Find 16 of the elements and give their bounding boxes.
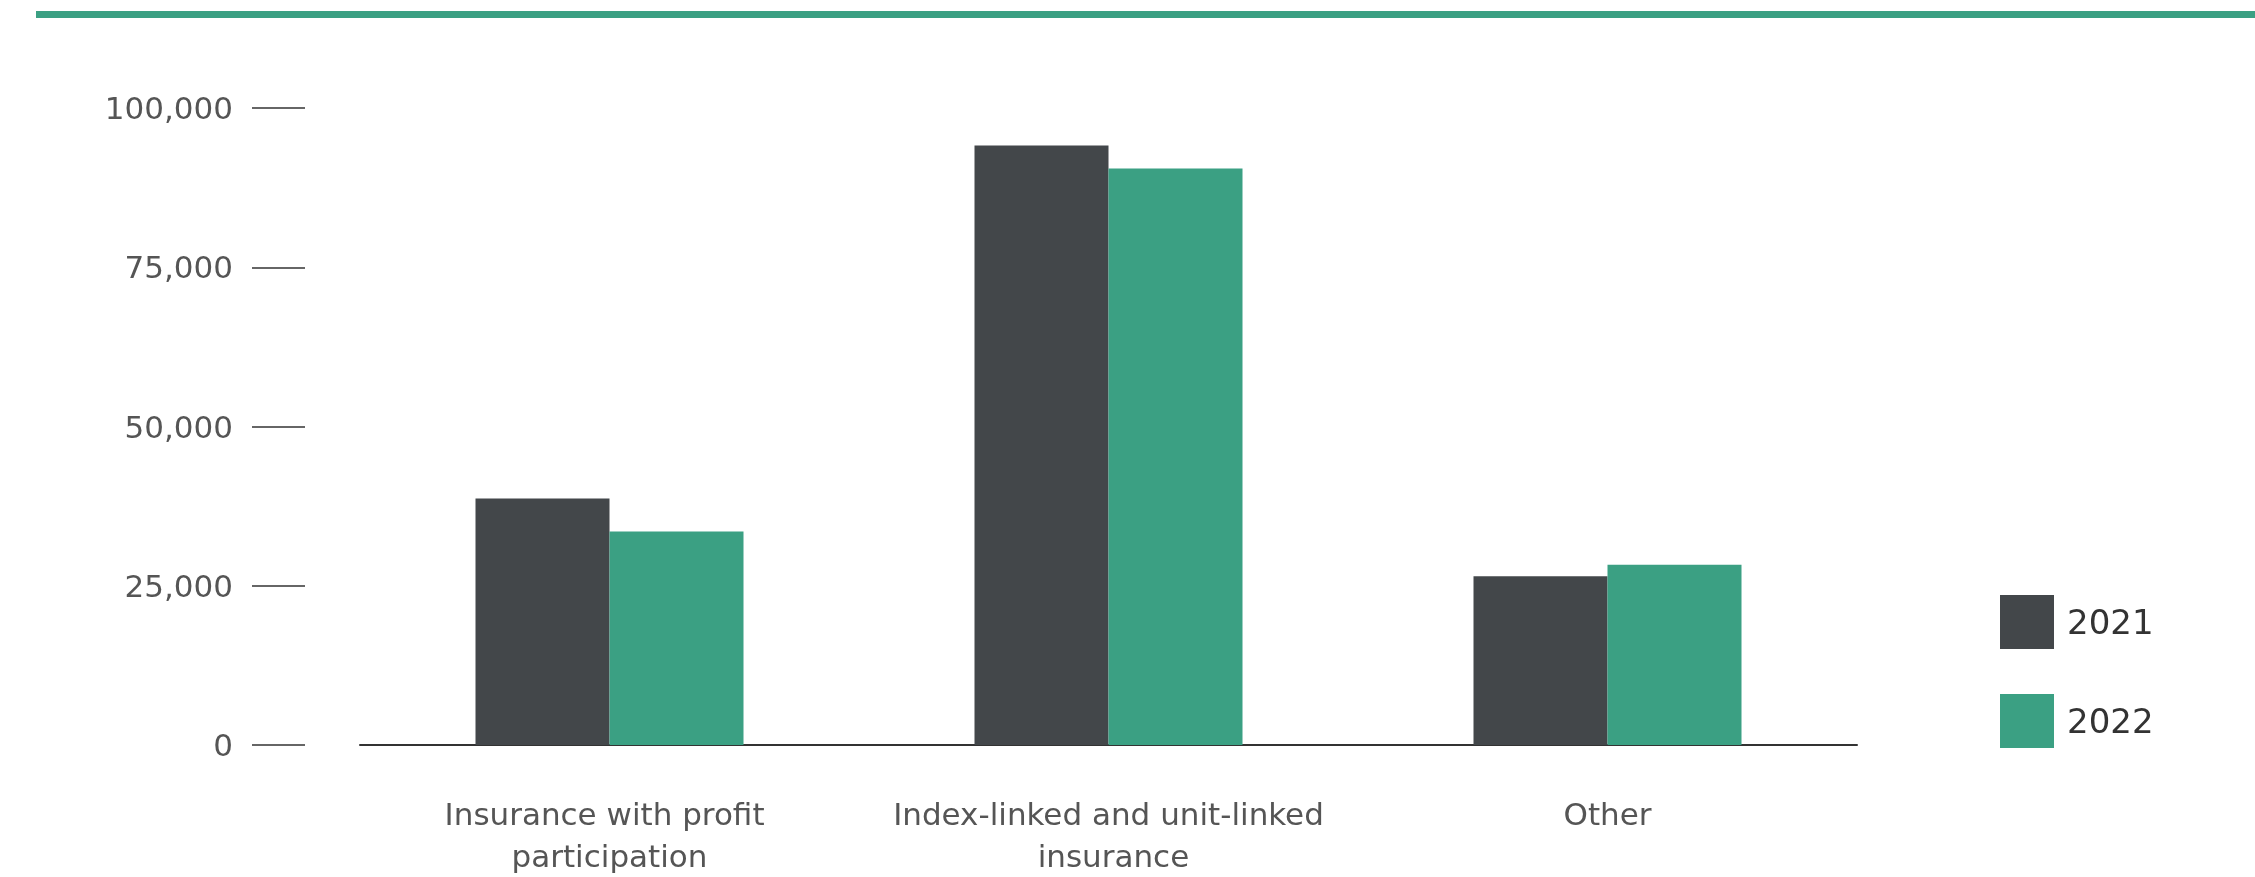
bar: [1473, 576, 1608, 745]
bar: [974, 145, 1109, 745]
bar: [609, 531, 744, 745]
legend-label: 2022: [2067, 701, 2154, 741]
x-tick-label: Index-linked and unit-linked insurance: [893, 796, 1324, 874]
x-tick-label: Insurance with profit participation: [444, 796, 775, 874]
y-tick-label: 0: [213, 727, 233, 763]
y-tick-label: 50,000: [124, 408, 233, 445]
x-tick-label: Other: [1563, 796, 1652, 832]
bar: [1108, 168, 1243, 745]
y-tick-label: 100,000: [104, 90, 233, 126]
legend-label: 2021: [2067, 602, 2154, 642]
y-tick-label: 75,000: [124, 249, 233, 286]
y-tick-label: 25,000: [124, 567, 233, 604]
bar: [475, 498, 610, 745]
bar: [1607, 564, 1742, 745]
